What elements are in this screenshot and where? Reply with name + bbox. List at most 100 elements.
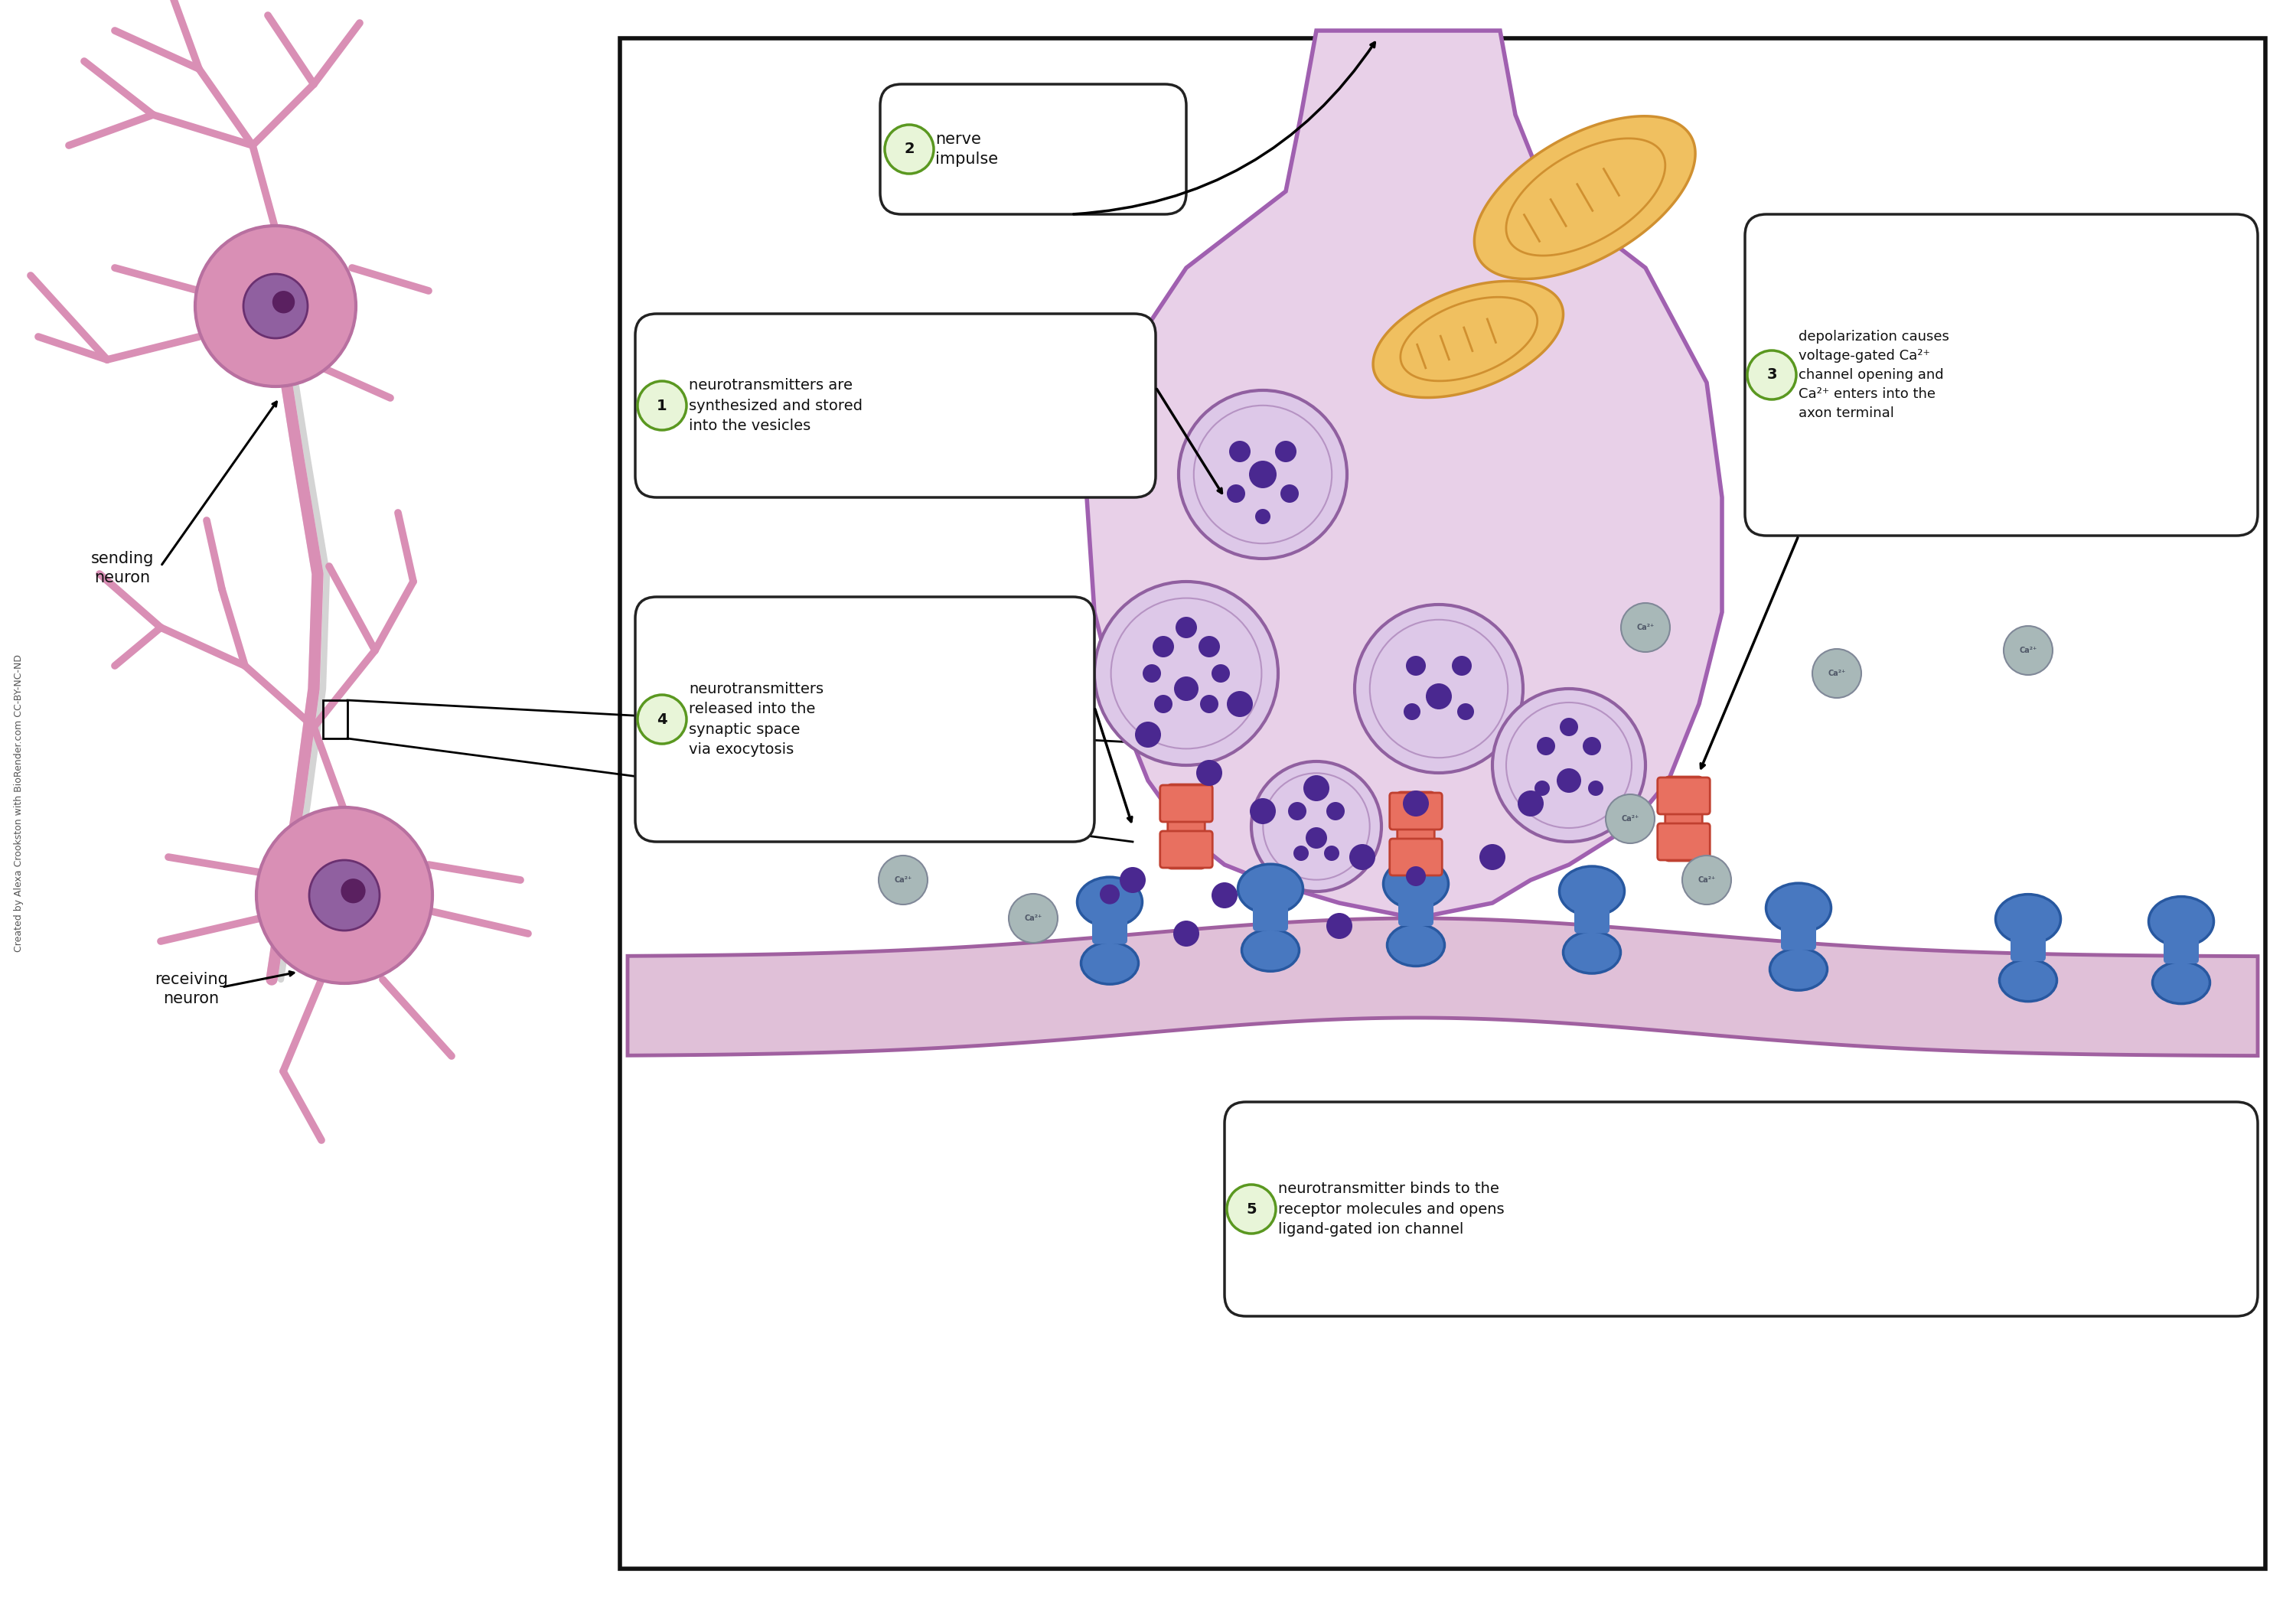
Text: 3: 3: [1766, 368, 1777, 382]
Ellipse shape: [2154, 961, 2209, 1004]
Text: receiving
neuron: receiving neuron: [154, 972, 227, 1006]
FancyBboxPatch shape: [1658, 778, 1711, 815]
Circle shape: [1199, 636, 1219, 657]
Circle shape: [1008, 893, 1058, 943]
Circle shape: [638, 694, 687, 744]
Circle shape: [1212, 664, 1231, 683]
Circle shape: [2004, 627, 2053, 675]
Circle shape: [1426, 683, 1451, 709]
Ellipse shape: [1382, 860, 1449, 908]
Text: Ca²⁺: Ca²⁺: [1828, 670, 1846, 677]
Circle shape: [1327, 802, 1345, 820]
Bar: [324, 701, 347, 739]
Circle shape: [1212, 882, 1238, 908]
Circle shape: [1201, 694, 1219, 714]
FancyBboxPatch shape: [879, 84, 1187, 214]
FancyBboxPatch shape: [2163, 918, 2200, 964]
Polygon shape: [1086, 31, 1722, 918]
FancyBboxPatch shape: [1745, 214, 2257, 535]
Circle shape: [1134, 722, 1162, 747]
Text: 4: 4: [657, 712, 668, 726]
Circle shape: [1143, 664, 1162, 683]
Ellipse shape: [1564, 932, 1621, 974]
Circle shape: [1249, 461, 1277, 489]
Circle shape: [1479, 844, 1506, 869]
FancyBboxPatch shape: [1398, 792, 1435, 876]
FancyBboxPatch shape: [1398, 881, 1433, 926]
Circle shape: [1274, 440, 1297, 463]
Circle shape: [1178, 391, 1348, 559]
Circle shape: [273, 291, 294, 313]
Text: Ca²⁺: Ca²⁺: [1637, 624, 1655, 632]
Circle shape: [1747, 350, 1795, 400]
Circle shape: [879, 855, 928, 905]
Text: Ca²⁺: Ca²⁺: [1024, 914, 1042, 922]
Ellipse shape: [1770, 948, 1828, 990]
Circle shape: [195, 225, 356, 386]
Text: 1: 1: [657, 399, 668, 413]
Text: sending
neuron: sending neuron: [92, 551, 154, 585]
FancyBboxPatch shape: [1254, 885, 1288, 930]
FancyBboxPatch shape: [620, 39, 2266, 1568]
Circle shape: [1403, 791, 1428, 816]
Circle shape: [1405, 866, 1426, 885]
Circle shape: [1228, 440, 1251, 463]
Circle shape: [1327, 913, 1352, 938]
Circle shape: [1451, 656, 1472, 675]
Circle shape: [1325, 845, 1339, 861]
Ellipse shape: [1081, 942, 1139, 983]
Circle shape: [1492, 689, 1646, 842]
Circle shape: [884, 125, 934, 174]
Circle shape: [1095, 582, 1279, 765]
Circle shape: [1605, 794, 1655, 844]
Circle shape: [1621, 603, 1669, 652]
Text: Ca²⁺: Ca²⁺: [1621, 815, 1639, 823]
Circle shape: [1589, 781, 1603, 795]
Circle shape: [1582, 738, 1600, 755]
FancyBboxPatch shape: [636, 596, 1095, 842]
Circle shape: [1173, 677, 1199, 701]
Ellipse shape: [1995, 893, 2062, 943]
Circle shape: [1196, 760, 1221, 786]
Text: Created by Alexa Crookston with BioRender.com CC-BY-NC-ND: Created by Alexa Crookston with BioRende…: [14, 654, 25, 953]
FancyBboxPatch shape: [1224, 1102, 2257, 1316]
Polygon shape: [1506, 138, 1665, 256]
Circle shape: [1120, 868, 1146, 893]
Ellipse shape: [2000, 959, 2057, 1001]
Circle shape: [1100, 884, 1120, 905]
Polygon shape: [627, 918, 2257, 1056]
Circle shape: [1559, 718, 1577, 736]
Circle shape: [1226, 1184, 1277, 1234]
Polygon shape: [1373, 281, 1564, 397]
Circle shape: [1249, 799, 1277, 824]
Circle shape: [1683, 855, 1731, 905]
Text: depolarization causes
voltage-gated Ca²⁺
channel opening and
Ca²⁺ enters into th: depolarization causes voltage-gated Ca²⁺…: [1798, 329, 1949, 419]
FancyBboxPatch shape: [2011, 916, 2046, 961]
Text: neurotransmitters are
synthesized and stored
into the vesicles: neurotransmitters are synthesized and st…: [689, 378, 863, 434]
Circle shape: [1226, 691, 1254, 717]
FancyBboxPatch shape: [1159, 831, 1212, 868]
Polygon shape: [1401, 297, 1538, 381]
FancyBboxPatch shape: [1389, 792, 1442, 829]
Circle shape: [1812, 649, 1862, 697]
Circle shape: [340, 879, 365, 903]
Ellipse shape: [1077, 877, 1143, 927]
FancyBboxPatch shape: [1159, 786, 1212, 821]
Circle shape: [243, 273, 308, 337]
FancyBboxPatch shape: [1782, 905, 1816, 950]
FancyBboxPatch shape: [1169, 784, 1205, 868]
Circle shape: [1518, 791, 1543, 816]
Circle shape: [1458, 704, 1474, 720]
Circle shape: [257, 807, 432, 983]
Circle shape: [1403, 704, 1421, 720]
Text: Ca²⁺: Ca²⁺: [893, 876, 912, 884]
Circle shape: [1293, 845, 1309, 861]
Ellipse shape: [1387, 924, 1444, 966]
Ellipse shape: [1766, 884, 1832, 934]
Circle shape: [1534, 781, 1550, 795]
Circle shape: [1155, 694, 1173, 714]
Circle shape: [856, 680, 905, 728]
Circle shape: [1153, 636, 1173, 657]
Text: nerve
impulse: nerve impulse: [934, 132, 999, 167]
Circle shape: [1405, 656, 1426, 675]
